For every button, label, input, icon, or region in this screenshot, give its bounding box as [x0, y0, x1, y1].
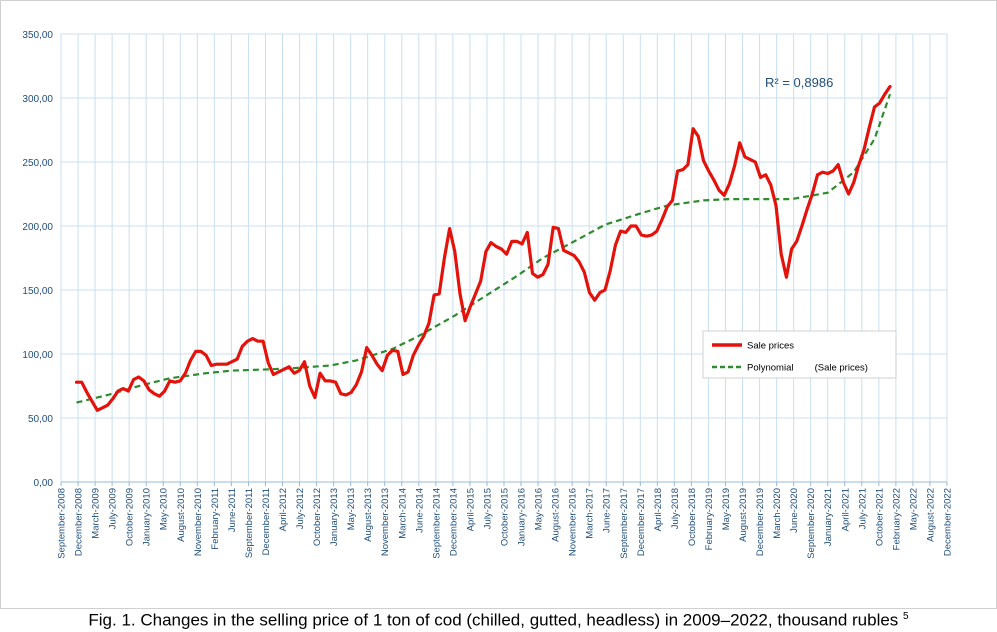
x-tick-label: September-2011 [244, 488, 255, 558]
legend: Sale prices Polynomial (Sale prices) [702, 330, 897, 379]
x-tick-label: December-2008 [74, 488, 85, 556]
x-tick-label: January-2021 [823, 488, 834, 546]
x-tick-label: September-2017 [619, 488, 630, 559]
x-tick-label: May-2010 [159, 488, 170, 530]
x-tick-label: March-2017 [585, 488, 596, 539]
x-tick-label: December-2014 [448, 488, 459, 556]
series-line-polynomial [76, 93, 892, 404]
x-tick-label: May-2016 [534, 488, 545, 530]
x-tick-label: February-2019 [704, 488, 715, 550]
figure-caption: Fig. 1. Changes in the selling price of … [0, 606, 997, 632]
chart-canvas: 0,00 50,00 100,00 150,00 200,00 250,00 300,00 3… [0, 0, 997, 609]
x-tick-label: February-2011 [210, 488, 221, 550]
x-tick-label: January-2013 [329, 488, 340, 546]
x-tick-label: January-2016 [517, 488, 528, 546]
caption-footnote: 5 [903, 611, 909, 622]
y-tick-label: 150,00 [22, 286, 53, 297]
x-tick-label: November-2016 [568, 488, 579, 556]
x-axis: September-2008 December-2008 March-2009 Jul… [57, 482, 954, 559]
x-tick-label: November-2013 [380, 488, 391, 556]
x-tick-label: April-2021 [840, 488, 851, 531]
x-tick-label: June-2014 [414, 488, 425, 533]
x-tick-label: September-2008 [57, 488, 68, 559]
x-tick-label: March-2009 [91, 488, 102, 539]
x-tick-label: January-2010 [142, 488, 153, 546]
x-tick-label: March-2014 [397, 488, 408, 539]
series-line-sale-prices [74, 84, 892, 412]
x-tick-label: June-2011 [227, 488, 238, 532]
y-tick-label: 100,00 [22, 350, 53, 361]
x-tick-label: April-2015 [465, 488, 476, 531]
y-tick-label: 250,00 [22, 158, 53, 169]
x-tick-label: October-2021 [874, 488, 885, 546]
legend-label-sale-prices: Sale prices [747, 341, 794, 352]
x-tick-label: November-2010 [193, 488, 204, 556]
caption-text: Fig. 1. Changes in the selling price of … [88, 610, 899, 630]
x-tick-label: May-2022 [908, 488, 919, 530]
x-tick-label: August-2013 [363, 488, 374, 542]
x-tick-label: April-2012 [278, 488, 289, 531]
x-tick-label: December-2022 [943, 488, 954, 556]
x-tick-label: October-2012 [312, 488, 323, 546]
y-tick-label: 300,00 [22, 94, 53, 105]
x-tick-label: June-2020 [789, 488, 800, 533]
r-squared-annotation: R² = 0,8986 [765, 75, 833, 90]
x-tick-label: August-2022 [925, 488, 936, 542]
x-tick-label: July-2018 [670, 488, 681, 529]
x-tick-label: May-2013 [346, 488, 357, 530]
x-tick-label: April-2018 [653, 488, 664, 531]
plot-area [74, 84, 892, 412]
x-tick-label: October-2015 [500, 488, 511, 546]
x-tick-label: March-2020 [772, 488, 783, 539]
y-tick-label: 200,00 [22, 222, 53, 233]
x-tick-label: December-2011 [261, 488, 272, 555]
x-tick-label: August-2010 [176, 488, 187, 542]
legend-label-polynomial: Polynomial (Sale prices) [747, 363, 868, 374]
y-axis: 0,00 50,00 100,00 150,00 200,00 250,00 300,00 3… [22, 30, 53, 489]
x-tick-label: July-2015 [482, 488, 493, 529]
y-tick-label: 350,00 [22, 30, 53, 41]
x-tick-label: July-2021 [857, 488, 868, 529]
legend-box [702, 330, 897, 379]
y-tick-label: 50,00 [28, 414, 53, 425]
x-tick-label: July-2009 [108, 488, 119, 529]
chart-border [0, 0, 997, 609]
x-tick-label: May-2019 [721, 488, 732, 530]
gridlines [60, 33, 948, 483]
x-tick-label: September-2020 [806, 488, 817, 559]
x-tick-label: October-2009 [125, 488, 136, 546]
x-tick-label: July-2012 [295, 488, 306, 529]
x-tick-label: August-2019 [738, 488, 749, 542]
chart-container: 0,00 50,00 100,00 150,00 200,00 250,00 300,00 3… [0, 0, 997, 609]
x-tick-label: December-2019 [755, 488, 766, 556]
y-tick-label: 0,00 [34, 478, 54, 489]
x-tick-label: December-2017 [636, 488, 647, 556]
x-tick-label: September-2014 [431, 488, 442, 559]
x-tick-label: June-2017 [602, 488, 613, 533]
x-tick-label: October-2018 [687, 488, 698, 546]
x-tick-label: February-2022 [891, 488, 902, 550]
x-tick-label: August-2016 [551, 488, 562, 542]
